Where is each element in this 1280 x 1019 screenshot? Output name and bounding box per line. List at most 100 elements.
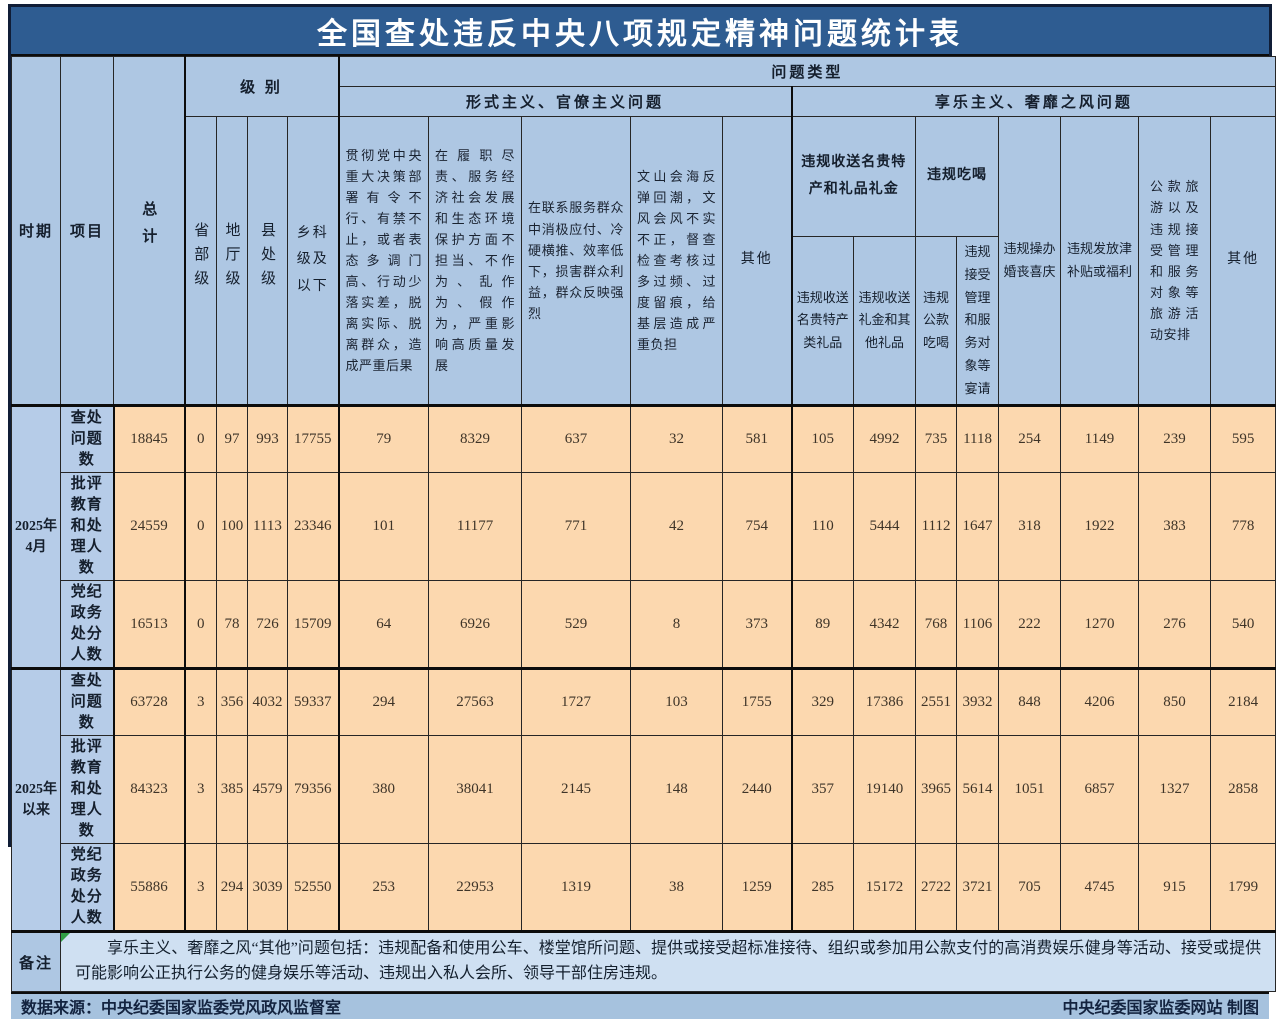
data-cell: 89 — [790, 580, 855, 670]
col-header-gifts-money: 违规收送礼金和其他礼品 — [853, 235, 917, 407]
data-cell: 726 — [247, 580, 288, 670]
data-cell: 1270 — [1060, 580, 1140, 670]
data-cell: 356 — [216, 667, 248, 737]
data-cell: 754 — [722, 472, 793, 582]
data-cell: 2858 — [1210, 735, 1277, 845]
col-header-level-township: 乡科级及以下 — [286, 115, 340, 407]
data-cell: 637 — [521, 404, 632, 474]
data-cell: 6926 — [428, 580, 523, 670]
data-cell: 3 — [183, 667, 217, 737]
data-cell: 1922 — [1060, 472, 1140, 582]
col-group-problem-type: 问题类型 — [337, 56, 1277, 87]
col-header-level-prefecture: 地厅级 — [216, 115, 248, 407]
col-header-formalism-other: 其他 — [722, 115, 793, 407]
data-cell: 79 — [337, 404, 430, 474]
table-row: 2025年4月 查处问题数 18845 0 97 993 17755 79 83… — [11, 404, 1277, 670]
data-cell: 254 — [998, 404, 1062, 474]
page-title: 全国查处违反中央八项规定精神问题统计表 — [11, 7, 1269, 56]
data-cell: 318 — [998, 472, 1062, 582]
data-cell: 15709 — [286, 580, 340, 670]
col-header-formalism-4: 文山会海反弹回潮，文风会风不实不正，督查检查考核过多过频、过度留痕，给基层造成严… — [630, 115, 724, 407]
data-cell: 42 — [630, 472, 724, 582]
data-cell: 222 — [998, 580, 1062, 670]
data-cell: 4992 — [853, 404, 917, 474]
col-group-hedonism: 享乐主义、奢靡之风问题 — [790, 86, 1277, 117]
data-cell: 2551 — [915, 667, 958, 737]
row-header-item: 查处问题数 — [60, 667, 114, 737]
data-cell: 0 — [183, 404, 217, 474]
data-cell: 276 — [1138, 580, 1212, 670]
data-cell: 771 — [521, 472, 632, 582]
statistics-sheet: 全国查处违反中央八项规定精神问题统计表 时期 项目 总计 级 别 问题类型 形式… — [8, 4, 1277, 1019]
data-cell: 3965 — [915, 735, 958, 845]
data-cell: 17386 — [853, 667, 917, 737]
data-cell: 32 — [630, 404, 724, 474]
data-cell: 239 — [1138, 404, 1212, 474]
data-cell: 993 — [247, 404, 288, 474]
col-header-allowance: 违规发放津补贴或福利 — [1060, 115, 1140, 407]
data-cell: 110 — [790, 472, 855, 582]
statistics-table: 时期 项目 总计 级 别 问题类型 形式主义、官僚主义问题 享乐主义、奢靡之风问… — [11, 55, 1277, 992]
data-cell: 385 — [216, 735, 248, 845]
data-cell: 253 — [337, 843, 430, 933]
data-cell: 540 — [1210, 580, 1277, 670]
row-header-item: 批评教育和处理人数 — [60, 735, 114, 845]
table-row: 批评教育和处理人数 24559 0 100 1113 23346 101 111… — [12, 472, 1277, 582]
row-header-item: 党纪政务处分人数 — [60, 580, 114, 670]
data-cell: 101 — [337, 472, 430, 582]
data-cell: 38041 — [428, 735, 523, 845]
data-cell: 63728 — [112, 667, 185, 737]
data-cell: 5444 — [853, 472, 917, 582]
data-cell: 0 — [183, 580, 217, 670]
data-cell: 1799 — [1210, 843, 1277, 933]
note-text: 享乐主义、奢靡之风“其他”问题包括：违规配备和使用公车、楼堂馆所问题、提供或接受… — [59, 930, 1277, 992]
col-header-dining-banquet: 违规接受管理和服务对象等宴请 — [956, 235, 1000, 407]
col-header-travel: 公款旅游以及违规接受管理和服务对象等旅游活动安排 — [1138, 115, 1212, 407]
data-cell: 1319 — [521, 843, 632, 933]
footer-bar: 数据来源：中央纪委国家监委党风政风监督室 中央纪委国家监委网站 制图 — [11, 991, 1269, 1019]
data-cell: 3 — [183, 735, 217, 845]
data-cell: 17755 — [286, 404, 340, 474]
col-header-formalism-1: 贯彻党中央重大决策部署有令不行、有禁不止，或者表态多调门高、行动少落实差，脱离实… — [337, 115, 430, 407]
chart-credit: 中央纪委国家监委网站 制图 — [1062, 1000, 1259, 1018]
row-header-item: 批评教育和处理人数 — [60, 472, 114, 582]
col-group-formalism: 形式主义、官僚主义问题 — [337, 86, 793, 117]
col-group-gifts: 违规收送名贵特产和礼品礼金 — [790, 116, 917, 237]
data-cell: 19140 — [853, 735, 917, 845]
data-cell: 329 — [790, 667, 855, 737]
data-cell: 1118 — [956, 404, 1000, 474]
data-cell: 3 — [183, 843, 217, 933]
data-cell: 285 — [790, 843, 855, 933]
data-cell: 383 — [1138, 472, 1212, 582]
data-cell: 6857 — [1060, 735, 1140, 845]
col-group-level: 级 别 — [183, 56, 340, 117]
spreadsheet-corner-marker — [61, 934, 70, 943]
data-cell: 103 — [630, 667, 724, 737]
data-cell: 2722 — [915, 843, 958, 933]
data-cell: 778 — [1210, 472, 1277, 582]
data-cell: 1112 — [915, 472, 958, 582]
col-header-dining-public-funds: 违规公款吃喝 — [915, 235, 958, 407]
data-cell: 581 — [722, 404, 793, 474]
col-header-hedonism-other: 其他 — [1210, 115, 1277, 407]
data-cell: 2145 — [521, 735, 632, 845]
data-cell: 16513 — [112, 580, 185, 670]
data-cell: 64 — [337, 580, 430, 670]
data-cell: 38 — [630, 843, 724, 933]
data-cell: 3721 — [956, 843, 1000, 933]
data-cell: 768 — [915, 580, 958, 670]
data-cell: 1113 — [247, 472, 288, 582]
data-cell: 3039 — [247, 843, 288, 933]
data-cell: 294 — [216, 843, 248, 933]
data-cell: 2440 — [722, 735, 793, 845]
row-header-period-april: 2025年4月 — [11, 404, 61, 670]
data-cell: 78 — [216, 580, 248, 670]
data-cell: 529 — [521, 580, 632, 670]
note-label: 备注 — [11, 930, 61, 992]
data-cell: 15172 — [853, 843, 917, 933]
data-cell: 22953 — [428, 843, 523, 933]
table-row: 党纪政务处分人数 55886 3 294 3039 52550 253 2295… — [12, 843, 1277, 933]
data-cell: 100 — [216, 472, 248, 582]
data-cell: 55886 — [112, 843, 185, 933]
data-cell: 4745 — [1060, 843, 1140, 933]
